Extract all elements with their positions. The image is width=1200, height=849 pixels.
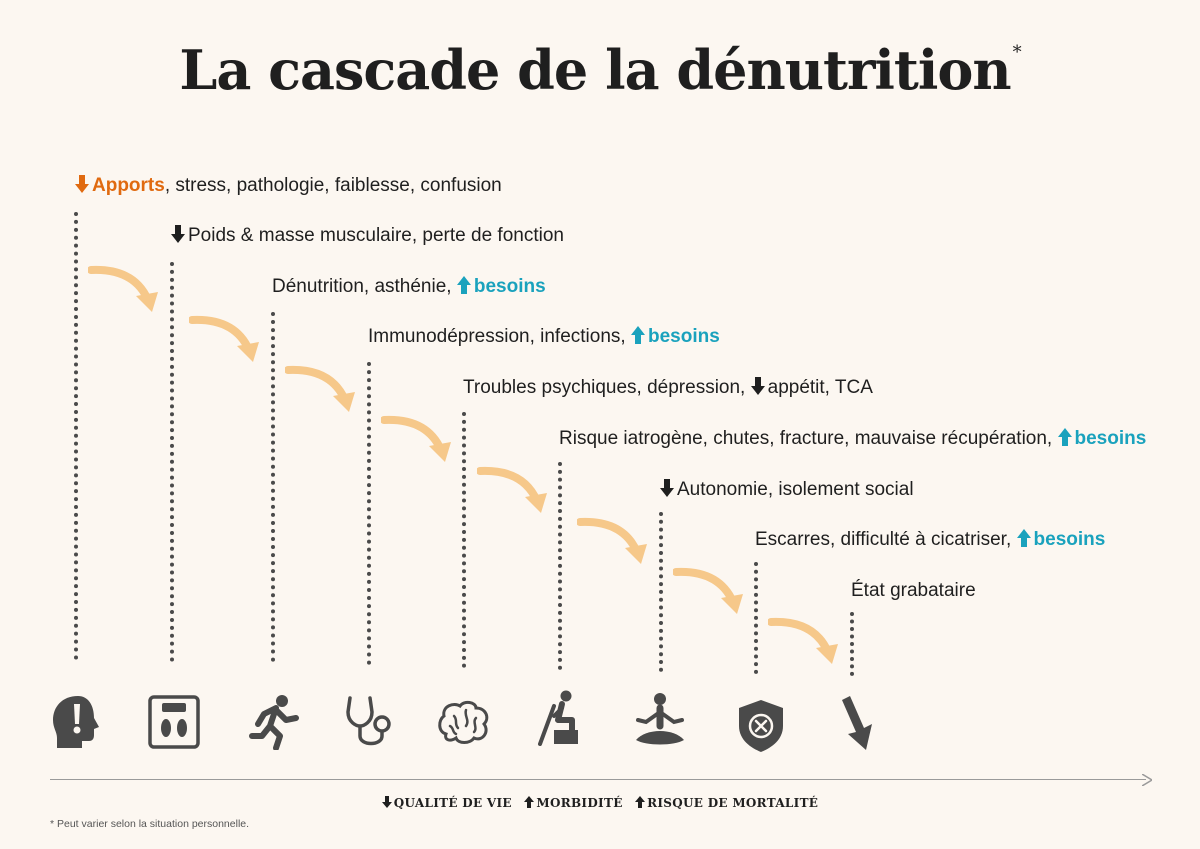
step-9: État grabataire bbox=[851, 579, 976, 603]
down-arrow-icon bbox=[171, 225, 185, 243]
step-line-4 bbox=[367, 362, 371, 665]
up-arrow-icon bbox=[1016, 529, 1031, 547]
meditating-person-icon bbox=[636, 693, 684, 745]
cascade-arrow-2 bbox=[189, 315, 259, 362]
up-arrow-icon bbox=[524, 796, 535, 808]
step-line-3 bbox=[271, 312, 275, 662]
shield-cross-icon bbox=[739, 700, 783, 752]
axis-arrowhead-icon bbox=[1142, 774, 1152, 786]
step-6: Risque iatrogène, chutes, fracture, mauv… bbox=[559, 427, 1146, 451]
legend: QUALITÉ DE VIE MORBIDITÉ RISQUE DE MORTA… bbox=[0, 796, 1200, 810]
step-line-1 bbox=[74, 212, 78, 660]
page-title: La cascade de la dénutrition * bbox=[0, 38, 1200, 102]
title-asterisk: * bbox=[1012, 42, 1022, 63]
step-7-text: Autonomie, isolement social bbox=[677, 479, 914, 500]
step-8-besoins: besoins bbox=[1033, 529, 1106, 550]
down-arrow-icon bbox=[842, 696, 872, 750]
cascade-arrow-1 bbox=[88, 265, 158, 312]
step-5-text: Troubles psychiques, dépression, bbox=[463, 377, 751, 398]
step-line-6 bbox=[558, 462, 562, 670]
step-line-7 bbox=[659, 512, 663, 672]
running-person-icon bbox=[249, 695, 299, 750]
cascade-arrow-6 bbox=[577, 517, 647, 564]
legend-item-morbidite: MORBIDITÉ bbox=[524, 796, 622, 810]
step-3: Dénutrition, asthénie, besoins bbox=[272, 275, 546, 299]
up-arrow-icon bbox=[630, 326, 645, 344]
step-4-text: Immunodépression, infections, bbox=[368, 326, 631, 347]
step-3-besoins: besoins bbox=[473, 276, 546, 297]
down-arrow-icon bbox=[660, 479, 674, 497]
step-3-text: Dénutrition, asthénie, bbox=[272, 276, 457, 297]
step-line-5 bbox=[462, 412, 466, 668]
step-4-besoins: besoins bbox=[647, 326, 720, 347]
step-2-text: Poids & masse musculaire, perte de fonct… bbox=[188, 225, 564, 246]
step-7: Autonomie, isolement social bbox=[660, 478, 914, 502]
head-exclamation-icon bbox=[53, 696, 99, 748]
step-8-text: Escarres, difficulté à cicatriser, bbox=[755, 529, 1017, 550]
step-1-highlight: Apports bbox=[92, 175, 165, 196]
step-line-9 bbox=[850, 612, 854, 676]
scale-icon bbox=[148, 695, 200, 749]
step-6-besoins: besoins bbox=[1074, 428, 1147, 449]
legend-label: RISQUE DE MORTALITÉ bbox=[647, 796, 819, 810]
up-arrow-icon bbox=[1057, 428, 1072, 446]
person-crutch-icon bbox=[538, 690, 578, 746]
up-arrow-icon bbox=[635, 796, 646, 808]
cascade-arrow-8 bbox=[768, 617, 838, 664]
timeline-axis bbox=[50, 779, 1146, 780]
down-arrow-icon bbox=[750, 377, 765, 395]
step-5: Troubles psychiques, dépression, appétit… bbox=[463, 376, 873, 400]
legend-label: QUALITÉ DE VIE bbox=[393, 796, 512, 810]
legend-item-qualite: QUALITÉ DE VIE bbox=[381, 796, 512, 810]
step-line-8 bbox=[754, 562, 758, 674]
step-8: Escarres, difficulté à cicatriser, besoi… bbox=[755, 528, 1105, 552]
down-arrow-icon bbox=[381, 796, 392, 808]
step-4: Immunodépression, infections, besoins bbox=[368, 325, 720, 349]
up-arrow-icon bbox=[456, 276, 471, 294]
down-arrow-icon bbox=[75, 175, 89, 193]
legend-item-mortalite: RISQUE DE MORTALITÉ bbox=[635, 796, 818, 810]
step-6-text: Risque iatrogène, chutes, fracture, mauv… bbox=[559, 428, 1058, 449]
step-2: Poids & masse musculaire, perte de fonct… bbox=[171, 224, 564, 248]
stethoscope-icon bbox=[346, 696, 391, 746]
step-1-text: , stress, pathologie, faiblesse, confusi… bbox=[164, 175, 502, 196]
cascade-arrow-3 bbox=[285, 365, 355, 412]
footnote: * Peut varier selon la situation personn… bbox=[50, 818, 250, 830]
cascade-arrow-4 bbox=[381, 415, 451, 462]
step-line-2 bbox=[170, 262, 174, 662]
step-5-mid: appétit, TCA bbox=[767, 377, 873, 398]
step-9-text: État grabataire bbox=[851, 580, 976, 601]
cascade-arrow-7 bbox=[673, 567, 743, 614]
cascade-arrow-5 bbox=[477, 466, 547, 513]
legend-label: MORBIDITÉ bbox=[536, 796, 623, 810]
title-text: La cascade de la dénutrition bbox=[179, 38, 1011, 102]
step-1: Apports, stress, pathologie, faiblesse, … bbox=[75, 174, 502, 198]
brain-icon bbox=[438, 700, 489, 744]
